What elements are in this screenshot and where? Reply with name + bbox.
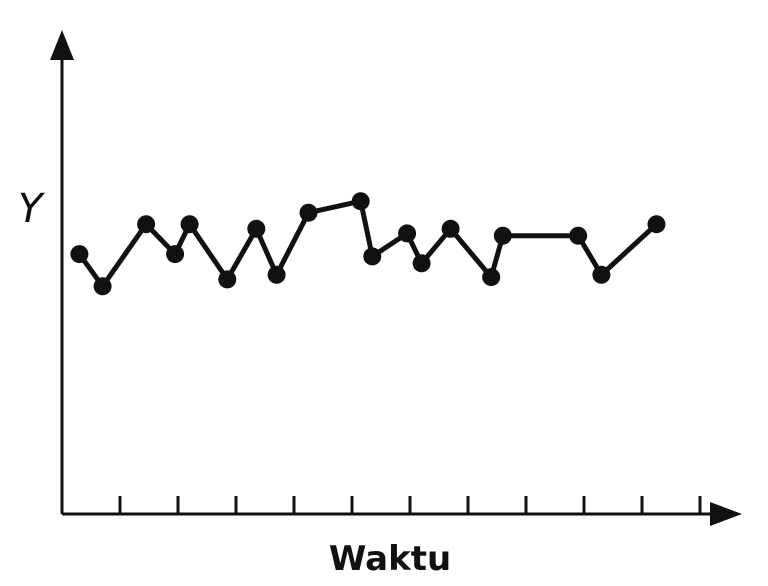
x-ticks — [118, 496, 702, 514]
data-point — [299, 203, 318, 222]
data-point — [363, 247, 382, 266]
data-point — [569, 226, 588, 245]
data-points — [70, 192, 666, 296]
data-point — [482, 268, 501, 287]
data-point — [592, 265, 611, 284]
data-point — [493, 226, 512, 245]
data-point — [137, 215, 156, 234]
y-axis-arrow — [50, 30, 74, 60]
data-point — [351, 192, 370, 211]
data-point — [93, 277, 112, 296]
data-point — [412, 254, 431, 273]
x-axis-label: Waktu — [329, 539, 451, 579]
data-point — [398, 224, 417, 243]
data-point — [180, 215, 199, 234]
data-point — [441, 219, 460, 238]
data-point — [247, 219, 266, 238]
data-point — [166, 245, 185, 264]
y-axis-label: Y — [18, 186, 46, 232]
axes — [50, 30, 742, 526]
data-point — [70, 245, 89, 264]
series-line — [76, 198, 659, 289]
data-point — [267, 265, 286, 284]
data-point — [647, 215, 666, 234]
data-point — [218, 270, 237, 289]
x-axis-arrow — [710, 502, 742, 526]
